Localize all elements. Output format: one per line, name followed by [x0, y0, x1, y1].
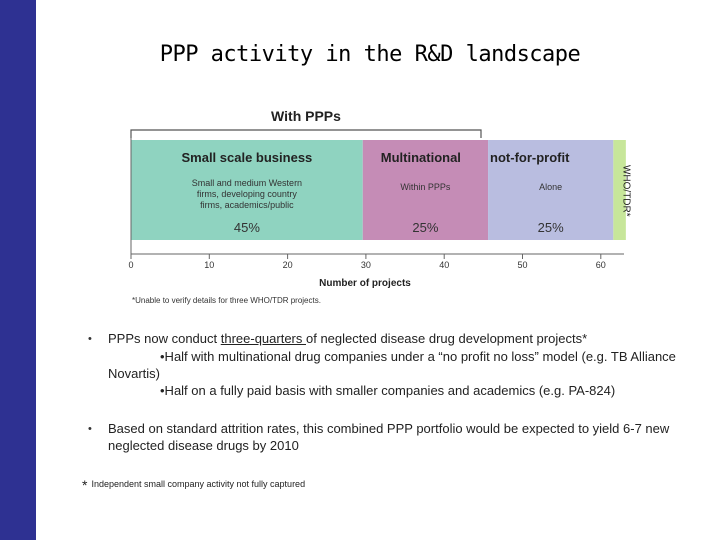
footnote: * Independent small company activity not …	[82, 474, 306, 493]
x-axis-label: Number of projects	[319, 278, 411, 289]
bar-segment-1	[362, 140, 489, 240]
segment-subtitle-0-2: firms, academics/public	[200, 200, 294, 210]
segment-subtitle-1: Within PPPs	[400, 182, 451, 192]
segment-name-1: Multinational	[381, 150, 461, 165]
bullet-1-post: of neglected disease drug development pr…	[306, 331, 588, 346]
bar-segment-3	[613, 140, 626, 240]
left-accent-bar	[0, 0, 36, 540]
x-tick-label-3: 30	[361, 260, 371, 270]
segment-subtitle-0-1: firms, developing country	[197, 189, 298, 199]
bullet-marker-2: •	[88, 423, 92, 435]
bullet-marker-1: •	[88, 333, 92, 345]
x-tick-label-6: 60	[596, 260, 606, 270]
segment-pct-0: 45%	[234, 220, 260, 235]
bar-segment-0	[131, 140, 363, 240]
slide-title: PPP activity in the R&D landscape	[159, 42, 581, 67]
bullet-1-sub-2: •Half on a fully paid basis with smaller…	[160, 383, 616, 398]
bullet-1: PPPs now conduct three-quarters of negle…	[108, 330, 718, 347]
x-tick-label-2: 20	[283, 260, 293, 270]
bar-segment-2	[488, 140, 614, 240]
x-tick-label-0: 0	[128, 260, 133, 270]
bullet-1-sub-1: •Half with multinational drug companies …	[108, 349, 676, 381]
footnote-text: Independent small company activity not f…	[91, 479, 306, 489]
x-tick-label-5: 50	[517, 260, 527, 270]
bracket-label: With PPPs	[271, 108, 341, 124]
chart-note: *Unable to verify details for three WHO/…	[132, 296, 321, 305]
x-tick-label-4: 40	[439, 260, 449, 270]
segment-name-2: not-for-profit	[490, 150, 570, 165]
segment-pct-2: 25%	[538, 220, 564, 235]
bullet-2: Based on standard attrition rates, this …	[108, 421, 670, 453]
segment-subtitle-2: Alone	[539, 182, 562, 192]
bullet-1-pre: PPPs now conduct	[108, 331, 221, 346]
segment-subtitle-0-0: Small and medium Western	[192, 178, 302, 188]
bullet-1-underline: three-quarters	[220, 331, 306, 346]
segment-pct-1: 25%	[412, 220, 438, 235]
bracket-line	[130, 129, 482, 138]
x-tick-label-1: 10	[204, 260, 214, 270]
footnote-star: *	[82, 477, 88, 493]
segment-name-0: Small scale business	[181, 150, 312, 165]
segment-name-3: WHO/TDR*	[621, 165, 632, 217]
